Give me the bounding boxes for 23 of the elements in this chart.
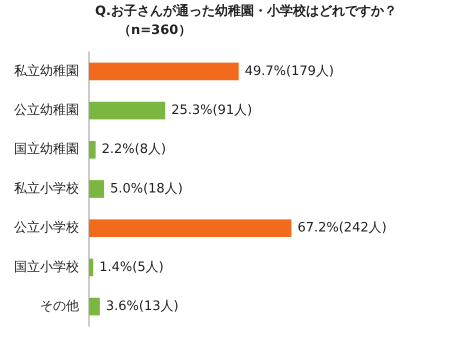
y-tick-label: 国立幼稚園 <box>14 141 79 158</box>
y-tick-label: 公立幼稚園 <box>14 102 79 118</box>
y-tick-label: 国立小学校 <box>14 258 79 275</box>
data-label: 1.4%(5人) <box>99 260 164 275</box>
y-tick-label: 私立幼稚園 <box>14 62 79 79</box>
data-label: 3.6%(13人) <box>106 298 179 314</box>
chart-subtitle: （n=360） <box>118 22 192 39</box>
y-tick-label: その他 <box>40 298 79 314</box>
data-label: 5.0%(18人) <box>110 181 183 196</box>
bar <box>89 219 292 238</box>
chart-title: Q.お子さんが通った幼稚園・小学校はどれですか？ <box>95 3 397 20</box>
bar <box>89 102 166 120</box>
bar <box>89 62 239 80</box>
bar <box>89 140 96 159</box>
data-label: 49.7%(179人) <box>244 64 334 79</box>
bar <box>89 298 100 316</box>
y-tick-label: 私立小学校 <box>14 180 79 196</box>
data-label: 25.3%(91人) <box>171 102 252 118</box>
bar <box>89 180 104 198</box>
data-label: 67.2%(242人) <box>297 220 387 236</box>
data-label: 2.2%(8人) <box>102 142 166 158</box>
y-tick-label: 公立小学校 <box>14 220 79 236</box>
bar <box>89 258 94 276</box>
